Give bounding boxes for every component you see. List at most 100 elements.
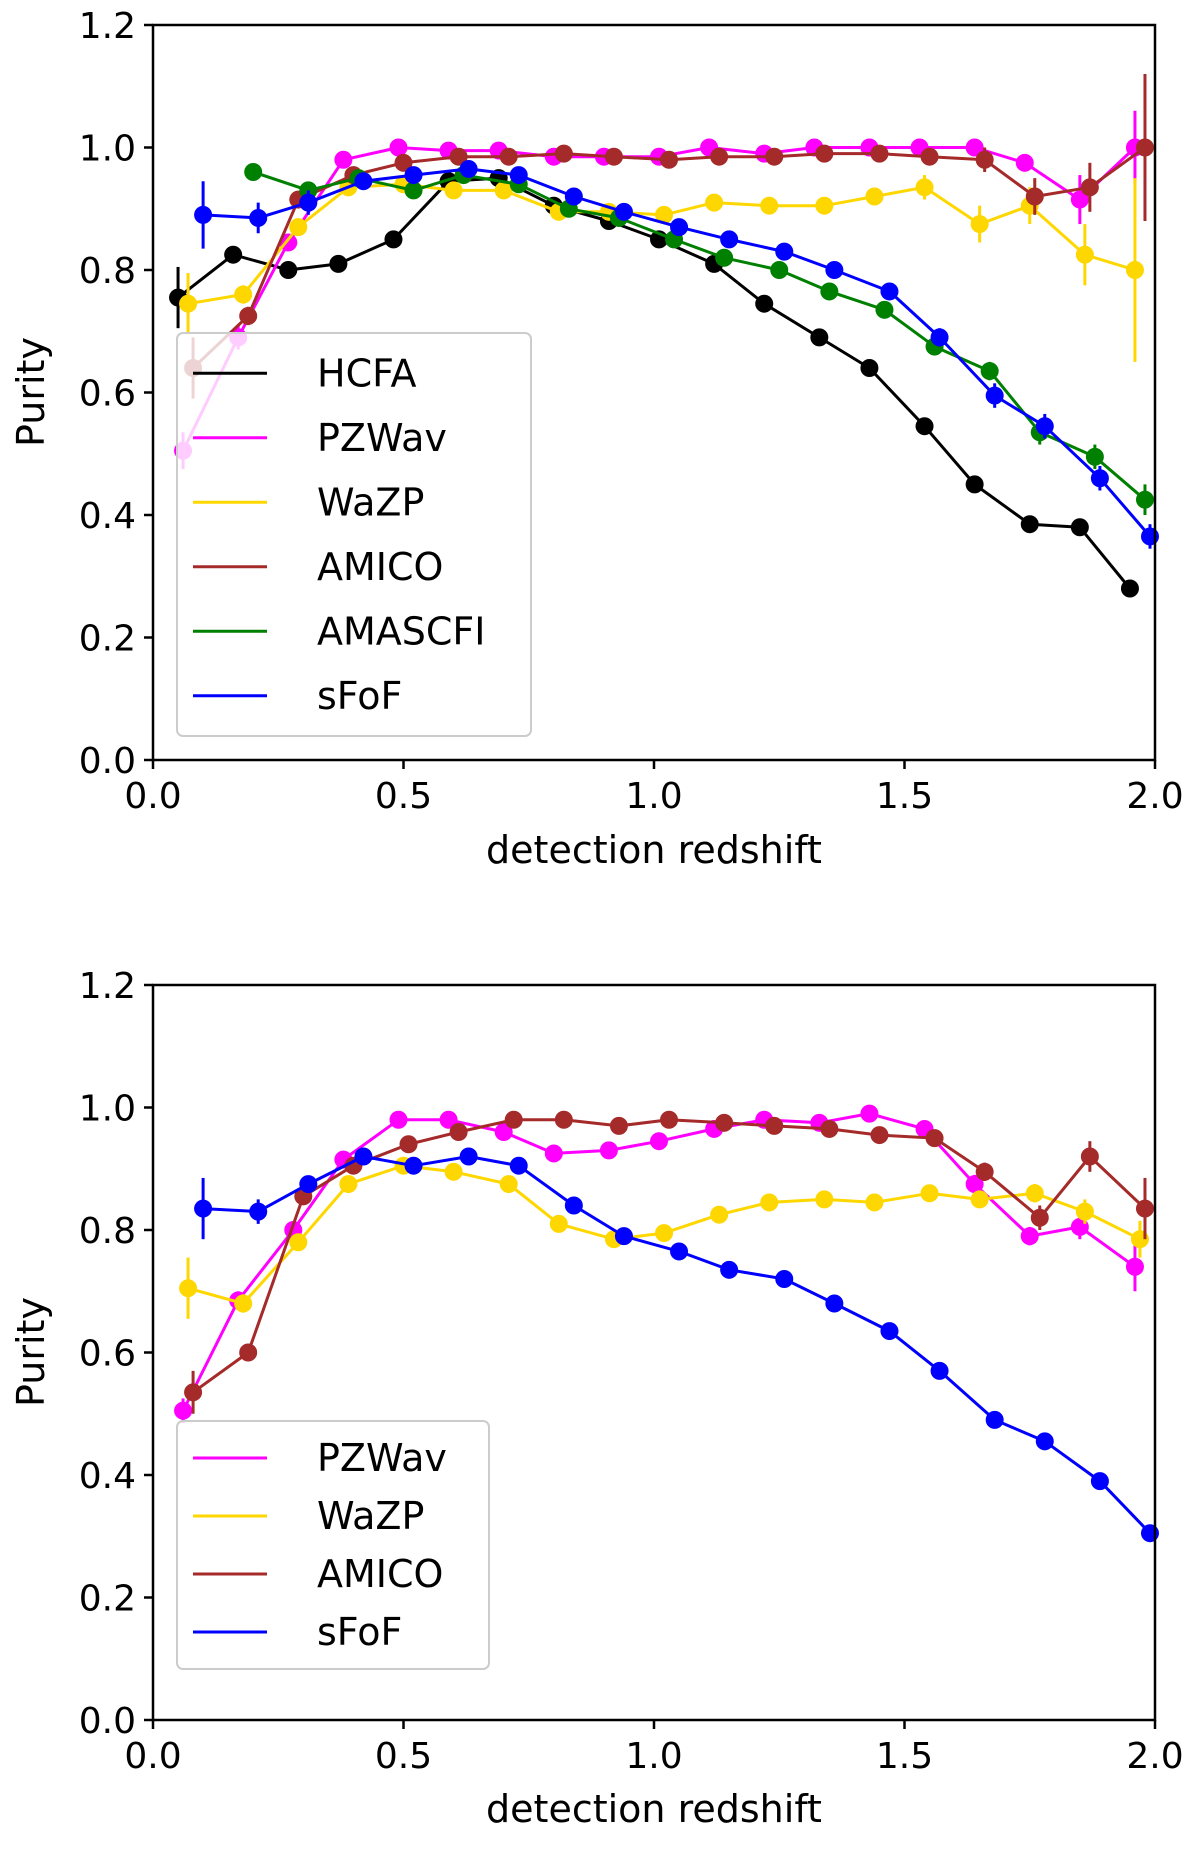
- bottom-wazp-point: [549, 1214, 568, 1233]
- top-amico-point: [710, 147, 729, 166]
- top-hcfa-point: [1120, 579, 1139, 598]
- top-sfof-point: [775, 242, 794, 261]
- bottom-sfof-point: [930, 1361, 949, 1380]
- bottom-sfof-point: [720, 1260, 739, 1279]
- top-hcfa-point: [329, 254, 348, 273]
- top-wazp-point: [705, 193, 724, 212]
- bottom-pzwav-point: [439, 1110, 458, 1129]
- bottom-amico-point: [609, 1116, 628, 1135]
- top-sfof-point: [1035, 417, 1054, 436]
- bottom-sfof-point: [354, 1147, 373, 1166]
- top-amascfi-point: [770, 261, 789, 279]
- top-y-tick-label: 0.4: [79, 496, 136, 537]
- bottom-pzwav-point: [599, 1141, 618, 1160]
- top-wazp-point: [179, 294, 198, 313]
- top-amascfi-point: [244, 163, 263, 181]
- bottom-wazp-point: [865, 1193, 884, 1212]
- top-amico-point: [1025, 187, 1044, 206]
- top-wazp-point: [815, 196, 834, 215]
- top-sfof-point: [930, 328, 949, 347]
- bottom-amico-point: [925, 1129, 944, 1148]
- top-wazp-point: [234, 285, 253, 304]
- bottom-amico-point: [765, 1116, 784, 1135]
- top-amico-point: [920, 147, 939, 166]
- top-y-tick-label: 0.8: [79, 251, 136, 292]
- top-chart: 0.0 0.5 1.0 1.5 2.0 0.0 0.2 0.4 0.6 0.8 1.0 1.2 det…: [9, 6, 1184, 872]
- top-amico-point: [1135, 138, 1154, 157]
- bottom-sfof-point: [775, 1270, 794, 1288]
- top-wazp-point: [444, 181, 463, 200]
- top-x-tick-label: 2.0: [1126, 776, 1183, 817]
- top-sfof-point: [459, 159, 478, 178]
- bottom-legend: PZWav WaZP AMICO sFoF: [176, 1420, 490, 1670]
- bottom-amico-point: [715, 1113, 734, 1132]
- top-x-tick-label: 1.0: [625, 776, 682, 817]
- top-hcfa-point: [860, 359, 879, 377]
- bottom-wazp-point: [970, 1190, 989, 1209]
- top-amico-point: [499, 147, 518, 166]
- top-legend: HCFA PZWav WaZP AMICO AMASCFI sFoF: [176, 332, 532, 737]
- bottom-sfof-point: [1140, 1524, 1159, 1543]
- bottom-x-tick-label: 2.0: [1126, 1736, 1183, 1777]
- bottom-amico-point: [1030, 1208, 1049, 1227]
- top-hcfa-point: [224, 245, 243, 264]
- bottom-x-tick-label: 1.5: [876, 1736, 933, 1777]
- top-amico-point: [815, 144, 834, 163]
- top-sfof-point: [720, 230, 739, 249]
- top-sfof-point: [1090, 469, 1109, 488]
- bottom-x-tick-label: 0.5: [375, 1736, 432, 1777]
- top-wazp-point: [970, 215, 989, 234]
- bottom-y-tick-label: 1.2: [79, 966, 136, 1007]
- bottom-wazp-point: [760, 1193, 779, 1212]
- bottom-sfof-point: [404, 1156, 423, 1175]
- top-sfof-point: [404, 166, 423, 185]
- bottom-chart: 0.0 0.5 1.0 1.5 2.0 0.0 0.2 0.4 0.6 0.8 1.0 1.2 det…: [9, 966, 1184, 1831]
- top-hcfa-point: [810, 328, 829, 347]
- bottom-legend-wazp-label: WaZP: [317, 1494, 424, 1538]
- top-amico-point: [765, 147, 784, 166]
- bottom-sfof-point: [614, 1227, 633, 1246]
- bottom-amico-point: [554, 1110, 573, 1129]
- top-sfof-point: [825, 261, 844, 279]
- bottom-amico-point: [870, 1126, 889, 1145]
- top-wazp-point: [1125, 261, 1144, 279]
- top-legend-sfof-label: sFoF: [317, 674, 402, 718]
- bottom-amico-point: [1080, 1147, 1099, 1166]
- top-wazp-point: [915, 178, 934, 197]
- top-ticks: 0.0 0.5 1.0 1.5 2.0 0.0 0.2 0.4 0.6 0.8 1.0 1.2: [79, 6, 1184, 817]
- bottom-amico-point: [239, 1343, 258, 1362]
- top-x-axis-label: detection redshift: [486, 828, 822, 872]
- bottom-amico-point: [184, 1383, 203, 1402]
- top-hcfa-point: [915, 417, 934, 436]
- top-amascfi-point: [820, 282, 839, 301]
- top-amascfi-point: [875, 300, 894, 319]
- bottom-wazp-point: [499, 1175, 518, 1194]
- top-wazp-point: [865, 187, 884, 206]
- bottom-y-tick-label: 1.0: [79, 1089, 136, 1130]
- top-wazp-point: [494, 181, 513, 200]
- top-amico-point: [554, 144, 573, 163]
- top-amico-point: [449, 147, 468, 166]
- top-sfof-point: [880, 282, 899, 301]
- top-sfof-point: [670, 218, 689, 237]
- top-hcfa-point: [965, 475, 984, 494]
- top-legend-frame: [176, 332, 532, 737]
- top-amico-point: [870, 144, 889, 163]
- top-sfof-point: [509, 166, 528, 185]
- bottom-wazp-point: [1075, 1202, 1094, 1221]
- top-amico-point: [660, 150, 679, 169]
- top-sfof-point: [299, 193, 318, 212]
- bottom-amico-point: [660, 1110, 679, 1129]
- top-plot-area: [169, 74, 1159, 598]
- bottom-pzwav-point: [494, 1123, 513, 1141]
- bottom-wazp-point: [920, 1184, 939, 1203]
- bottom-amico-point: [820, 1119, 839, 1138]
- top-y-tick-label: 0.2: [79, 619, 136, 660]
- bottom-sfof-point: [825, 1294, 844, 1313]
- top-sfof-point: [564, 187, 583, 206]
- bottom-wazp-point: [179, 1279, 198, 1298]
- bottom-sfof-point: [985, 1410, 1004, 1429]
- bottom-wazp-point: [1025, 1184, 1044, 1203]
- top-amascfi-point: [1135, 490, 1154, 509]
